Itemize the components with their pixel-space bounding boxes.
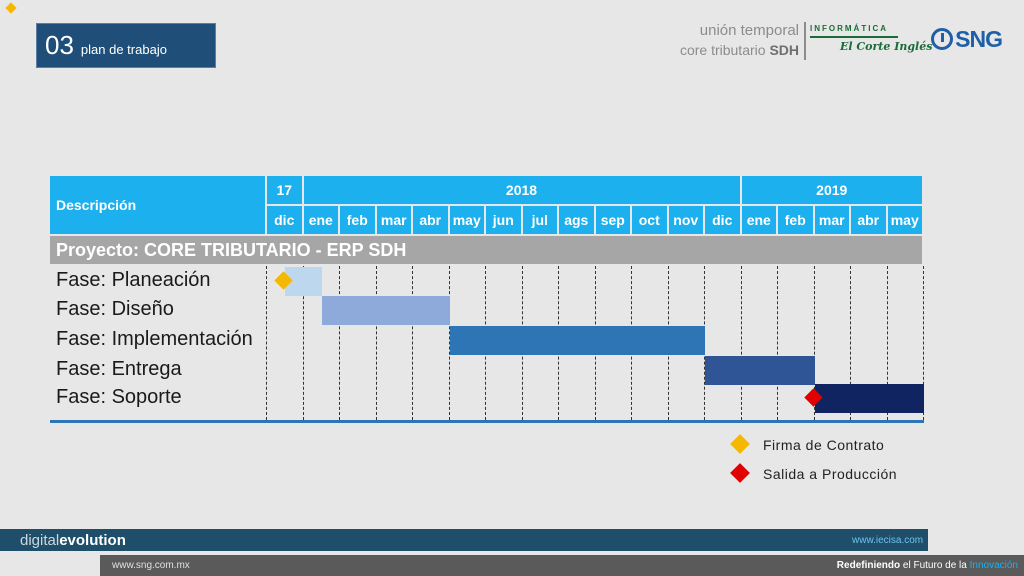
gantt-baseline	[50, 420, 924, 423]
grid-line	[375, 266, 377, 420]
legend-golive-diamond-icon	[730, 463, 750, 483]
phase-bar	[705, 356, 815, 385]
month-header: mar	[376, 206, 411, 234]
month-header: oct	[632, 206, 667, 234]
corner-diamond-icon	[5, 2, 17, 14]
tagline-mid: el Futuro de la	[900, 560, 970, 571]
year-header-2019: 2019	[741, 176, 922, 204]
footer-bottom-bar	[100, 555, 1024, 576]
phase-label: Fase: Soporte	[56, 386, 182, 408]
phase-label: Fase: Entrega	[56, 358, 182, 380]
grid-line	[923, 266, 924, 420]
year-header-17: 17	[267, 176, 302, 204]
month-header: abr	[851, 206, 886, 234]
informatica-logo-rule	[810, 36, 898, 38]
power-icon	[931, 28, 954, 50]
phase-label: Fase: Diseño	[56, 298, 174, 320]
month-header: nov	[668, 206, 703, 234]
legend-label: Salida a Producción	[763, 466, 898, 482]
informatica-logo: INFORMÁTICA El Corte Inglés	[810, 24, 932, 60]
footer-brand: digitalevolution	[20, 532, 126, 549]
brand-line2: core tributario SDH	[680, 42, 799, 58]
month-header: ene	[741, 206, 776, 234]
month-header: feb	[778, 206, 813, 234]
grid-line	[448, 266, 450, 420]
phase-label: Fase: Implementación	[56, 328, 253, 350]
informatica-logo-text: INFORMÁTICA	[810, 24, 888, 33]
brand-line2-bold: SDH	[769, 42, 799, 58]
grid-line	[302, 266, 304, 420]
footer-website-iecisa[interactable]: www.iecisa.com	[852, 535, 924, 546]
grid-line	[740, 266, 742, 420]
footer-website-sng[interactable]: www.sng.com.mx	[112, 560, 190, 571]
grid-line	[412, 266, 413, 420]
phase-label: Fase: Planeación	[56, 269, 211, 291]
tagline-bold: Redefiniendo	[836, 560, 901, 571]
section-number: 03	[45, 30, 74, 60]
month-header: jun	[486, 206, 521, 234]
grid-line	[813, 266, 815, 420]
brand-separator	[804, 22, 806, 60]
month-header: ene	[303, 206, 338, 234]
grid-line	[886, 266, 888, 420]
month-header: may	[449, 206, 484, 234]
month-header: feb	[340, 206, 375, 234]
month-header: abr	[413, 206, 448, 234]
month-header: ags	[559, 206, 594, 234]
brand-header: unión temporal core tributario SDH INFOR…	[674, 18, 1024, 64]
month-header: sep	[595, 206, 630, 234]
month-header: jul	[522, 206, 557, 234]
brand-line1: unión temporal	[699, 22, 799, 39]
phase-bar	[814, 384, 924, 413]
project-row: Proyecto: CORE TRIBUTARIO - ERP SDH	[50, 236, 922, 264]
sng-logo: SNG	[931, 24, 1003, 54]
month-header: dic	[267, 206, 302, 234]
section-title-box: 03 plan de trabajo	[36, 23, 216, 68]
sng-logo-text: SNG	[955, 25, 1003, 52]
month-header: may	[887, 206, 922, 234]
brand-line2-prefix: core tributario	[679, 42, 770, 58]
phase-bar	[449, 326, 705, 355]
gantt-chart: Descripción Proyecto: CORE TRIBUTARIO - …	[50, 176, 924, 426]
legend-label: Firma de Contrato	[763, 437, 885, 453]
footer-brand-bold: evolution	[59, 532, 126, 549]
year-header-2018: 2018	[303, 176, 740, 204]
grid-line	[266, 266, 267, 420]
footer-top-bar	[0, 529, 928, 551]
grid-line	[339, 266, 340, 420]
footer-tagline: Redefiniendo el Futuro de la Innovación	[837, 560, 1018, 571]
grid-line	[777, 266, 778, 420]
footer-brand-light: digital	[20, 532, 60, 549]
description-header: Descripción	[50, 176, 265, 234]
legend-contract-diamond-icon	[730, 434, 750, 454]
section-title: plan de trabajo	[80, 42, 167, 57]
phase-bar	[321, 296, 450, 325]
grid-line	[850, 266, 851, 420]
month-header: dic	[705, 206, 740, 234]
elcorteingles-logo-text: El Corte Inglés	[840, 40, 933, 53]
month-header: mar	[814, 206, 849, 234]
tagline-accent: Innovación	[969, 560, 1018, 571]
